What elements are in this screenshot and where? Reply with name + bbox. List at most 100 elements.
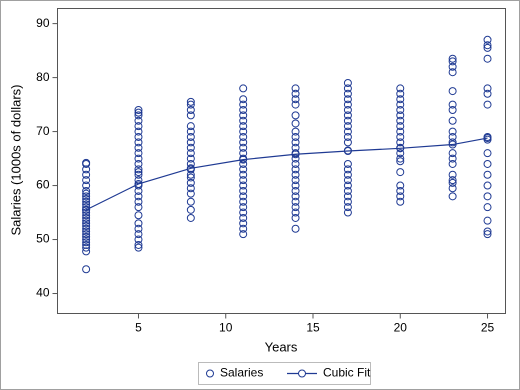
point [82,176,91,185]
point [239,116,248,125]
point [186,127,195,136]
point [186,143,195,152]
point [186,138,195,147]
point [291,154,300,163]
point [343,159,352,168]
point [448,116,457,125]
point [239,176,248,185]
x-tick-label: 20 [394,321,408,335]
point [82,186,91,195]
point [396,138,405,147]
x-tick-label: 15 [306,321,320,335]
point [396,186,405,195]
point [134,235,143,244]
point [186,159,195,168]
point [396,105,405,114]
point [396,89,405,98]
point [239,224,248,233]
y-tick-label: 80 [36,70,50,84]
point [291,100,300,109]
point [343,89,352,98]
point [291,208,300,217]
fit-line [85,137,488,211]
point [448,176,457,185]
fit-marker [239,155,248,164]
plot-frame [57,8,506,314]
point [448,184,457,193]
point [82,170,91,179]
point [483,149,492,158]
point [239,213,248,222]
point [82,213,91,222]
point [134,138,143,147]
point [239,84,248,93]
legend-marker [206,369,214,378]
fit-marker [134,179,143,188]
point [448,170,457,179]
point [134,192,143,201]
point [396,157,405,166]
point [134,122,143,131]
point [239,203,248,212]
point [134,211,143,220]
point [239,186,248,195]
point [483,43,492,52]
fit-marker [448,140,457,149]
point [186,170,195,179]
point [483,35,492,44]
point [483,203,492,212]
point [186,173,195,182]
point [343,203,352,212]
legend-marker [298,369,306,378]
x-tick-label: 10 [219,321,233,335]
point [483,41,492,50]
point [448,132,457,141]
point [291,84,300,93]
legend-label: Cubic Fit [323,366,371,380]
point [483,54,492,63]
point [448,54,457,63]
point [291,143,300,152]
point [82,165,91,174]
point [396,168,405,177]
point [343,181,352,190]
point [396,127,405,136]
point [82,216,91,225]
point [134,170,143,179]
point [291,176,300,185]
point [343,105,352,114]
point [448,192,457,201]
point [82,247,91,256]
point [448,154,457,163]
point [134,197,143,206]
point [82,243,91,252]
point [448,149,457,158]
point [396,116,405,125]
point [483,216,492,225]
point [396,84,405,93]
point [448,105,457,114]
point [291,170,300,179]
point [343,122,352,131]
point [291,159,300,168]
point [134,224,143,233]
point [291,119,300,128]
point [343,197,352,206]
point [82,189,91,198]
point [82,181,91,190]
point [134,240,143,249]
point [291,203,300,212]
point [483,230,492,239]
point [343,95,352,104]
point [134,116,143,125]
point [82,235,91,244]
point [483,100,492,109]
y-tick-label: 90 [36,16,50,30]
point [448,57,457,66]
fit-marker [483,134,492,143]
point [343,127,352,136]
fit-marker [291,150,300,159]
point [343,132,352,141]
point [134,165,143,174]
